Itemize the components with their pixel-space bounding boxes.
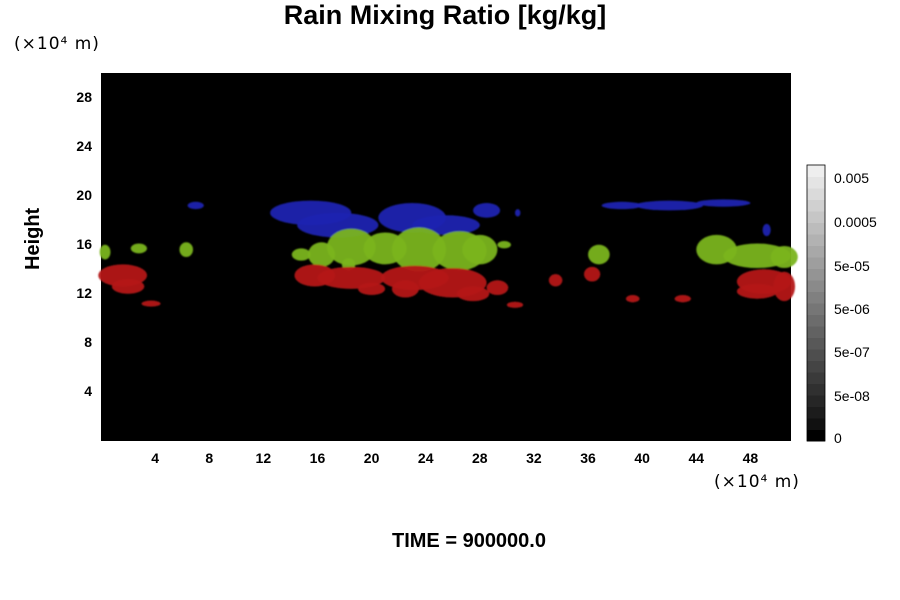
field-blob-low-9 bbox=[456, 286, 490, 302]
y-tick-label: 28 bbox=[76, 88, 92, 105]
field-blob-low-14 bbox=[625, 295, 640, 303]
field-blob-high-8 bbox=[696, 199, 751, 207]
colorbar-label: 5e-07 bbox=[834, 344, 870, 360]
colorbar-swatch bbox=[807, 383, 825, 396]
colorbar-swatch bbox=[807, 337, 825, 350]
field-blob-low-11 bbox=[506, 301, 524, 308]
field-blob-high-10 bbox=[762, 223, 771, 237]
chart-title: Rain Mixing Ratio [kg/kg] bbox=[283, 0, 607, 30]
colorbar-swatch bbox=[807, 257, 825, 269]
field-blob-high-4 bbox=[473, 203, 501, 218]
x-tick-label: 40 bbox=[634, 450, 650, 466]
time-footer: TIME = 900000.0 bbox=[392, 530, 546, 552]
colorbar-swatch bbox=[807, 303, 825, 315]
x-tick-label: 32 bbox=[526, 450, 542, 466]
x-tick-label: 4 bbox=[151, 450, 159, 466]
x-tick-label: 8 bbox=[205, 450, 214, 466]
colorbar-swatch bbox=[807, 268, 825, 281]
x-tick-label: 12 bbox=[255, 450, 272, 466]
colorbar-swatch bbox=[807, 176, 825, 189]
colorbar-swatch bbox=[807, 326, 825, 338]
colorbar-swatch bbox=[807, 188, 825, 200]
x-tick-label: 48 bbox=[742, 450, 759, 466]
x-tick-label: 28 bbox=[472, 450, 488, 466]
field-blob-low-1 bbox=[111, 279, 145, 294]
x-tick-label: 36 bbox=[580, 450, 596, 466]
field-blob-high-9 bbox=[515, 209, 521, 217]
colorbar-swatch bbox=[807, 234, 825, 246]
field-blob-low-10 bbox=[486, 280, 509, 296]
field-blob-low-2 bbox=[141, 300, 161, 307]
field-blob-mid-11 bbox=[497, 241, 511, 249]
colorbar-swatch bbox=[807, 349, 825, 361]
field-blob-mid-7 bbox=[391, 227, 446, 272]
y-tick-label: 12 bbox=[76, 284, 92, 301]
colorbar-label: 5e-06 bbox=[834, 301, 870, 317]
x-tick-label: 24 bbox=[417, 450, 434, 466]
colorbar-label: 0.005 bbox=[834, 170, 870, 186]
field-blob-mid-9 bbox=[462, 234, 498, 265]
y-tick-label: 4 bbox=[84, 382, 92, 399]
colorbar-swatch bbox=[807, 245, 825, 258]
field-blob-mid-2 bbox=[179, 242, 193, 257]
y-tick-label: 24 bbox=[76, 137, 92, 154]
colorbar-swatch bbox=[807, 429, 825, 442]
colorbar-label: 0.0005 bbox=[834, 214, 877, 230]
field-blob-low-5 bbox=[358, 282, 386, 296]
x-tick-label: 20 bbox=[363, 450, 380, 466]
field-blob-low-17 bbox=[736, 283, 778, 299]
colorbar-swatch bbox=[807, 211, 825, 223]
colorbar-label: 0 bbox=[834, 430, 842, 446]
field-blob-low-12 bbox=[548, 274, 563, 287]
colorbar-label: 5e-05 bbox=[834, 258, 870, 274]
y-tick-label: 20 bbox=[76, 186, 92, 203]
colorbar-label: 5e-08 bbox=[834, 388, 870, 404]
colorbar bbox=[806, 164, 826, 442]
field-blob-mid-12 bbox=[588, 244, 610, 265]
x-tick-label: 16 bbox=[309, 450, 326, 466]
colorbar-swatch bbox=[807, 291, 825, 304]
field-blob-mid-15 bbox=[770, 245, 798, 269]
field-blob-mid-0 bbox=[99, 244, 111, 260]
field-blob-high-5 bbox=[187, 201, 204, 210]
field-blob-high-6 bbox=[601, 201, 643, 210]
colorbar-swatch bbox=[807, 165, 825, 177]
colorbar-swatch bbox=[807, 314, 825, 327]
colorbar-swatch bbox=[807, 395, 825, 407]
field-blob-low-7 bbox=[391, 280, 419, 298]
x-axis-unit: (×10⁴ m) bbox=[714, 472, 800, 492]
colorbar-swatch bbox=[807, 372, 825, 384]
field-blob-low-15 bbox=[674, 295, 691, 303]
x-tick-label: 44 bbox=[688, 450, 705, 466]
field-blob-high-7 bbox=[635, 200, 704, 211]
colorbar-swatch bbox=[807, 280, 825, 292]
y-tick-label: 8 bbox=[84, 333, 92, 350]
field-blob-mid-3 bbox=[291, 248, 311, 261]
y-axis-label: Height bbox=[22, 207, 44, 270]
colorbar-swatch bbox=[807, 222, 825, 235]
colorbar-swatch bbox=[807, 360, 825, 373]
field-blob-mid-1 bbox=[130, 243, 147, 254]
colorbar-swatch bbox=[807, 418, 825, 430]
field-blob-low-18 bbox=[773, 271, 796, 302]
y-axis-unit: (×10⁴ m) bbox=[14, 34, 100, 54]
field-blob-mid-5 bbox=[326, 228, 376, 266]
colorbar-frame bbox=[806, 164, 826, 442]
y-tick-label: 16 bbox=[76, 235, 92, 252]
field-blob-low-13 bbox=[584, 266, 601, 282]
colorbar-swatch bbox=[807, 199, 825, 212]
colorbar-swatch bbox=[807, 406, 825, 419]
